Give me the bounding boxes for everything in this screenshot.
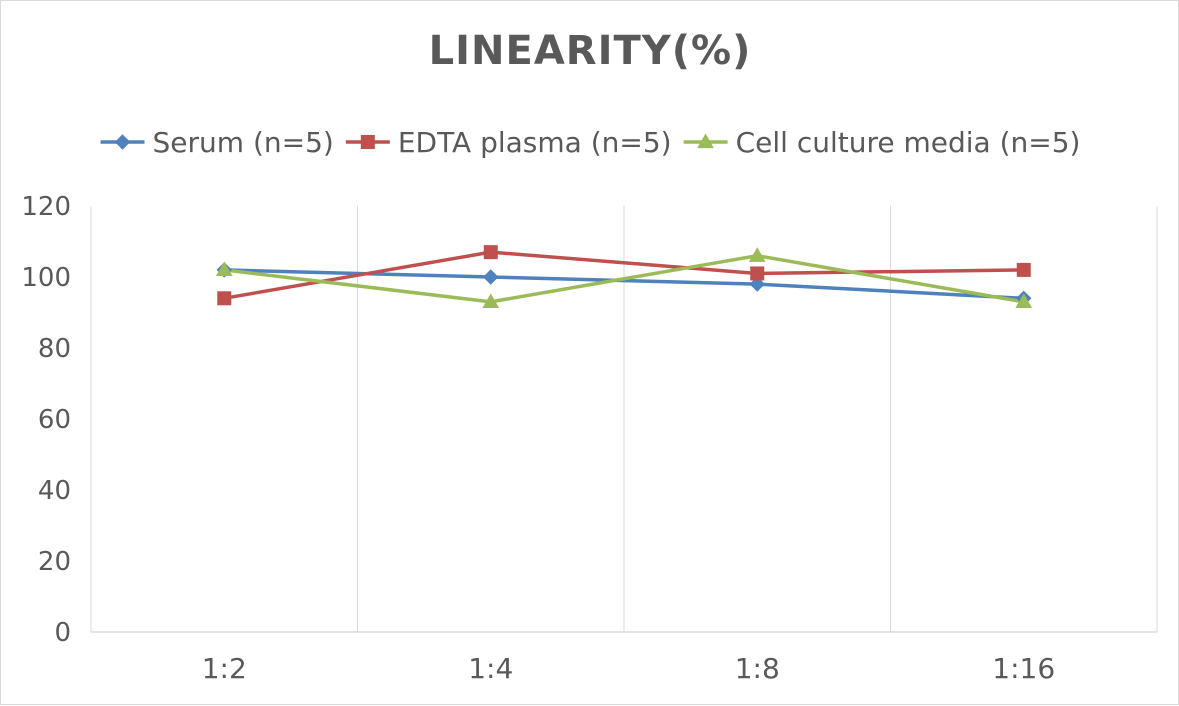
legend-label: EDTA plasma (n=5) (398, 126, 672, 159)
legend: Serum (n=5) EDTA plasma (n=5) Cell culture… (100, 126, 1081, 159)
data-point-cell-culture-media-n-5 (215, 261, 233, 277)
data-point-edta-plasma-n-5 (483, 245, 498, 260)
series-line-cell-culture-media-n-5 (224, 253, 1025, 304)
y-tick-label: 40 (38, 476, 71, 506)
x-tick-label: 1:4 (468, 652, 513, 685)
legend-marker (697, 133, 714, 149)
data-point-serum-n-5 (749, 276, 765, 292)
y-tick-label: 80 (38, 334, 71, 364)
legend-item-serum-n-5: Serum (n=5) (100, 126, 334, 159)
legend-label: Cell culture media (n=5) (736, 126, 1081, 159)
data-point-serum-n-5 (483, 269, 499, 285)
data-point-edta-plasma-n-5 (1016, 262, 1031, 277)
series-line-edta-plasma-n-5 (223, 250, 1024, 301)
x-tick-label: 1:8 (735, 652, 780, 685)
x-axis-ticks: 1:2 1:4 1:8 1:16 (202, 652, 1055, 685)
legend-label: Serum (n=5) (153, 126, 334, 159)
data-point-edta-plasma-n-5 (217, 291, 232, 306)
data-point-cell-culture-media-n-5 (482, 293, 500, 308)
data-point-cell-culture-media-n-5 (748, 247, 766, 262)
y-tick-label: 120 (21, 192, 71, 222)
legend-marker (360, 135, 375, 149)
y-tick-label: 100 (21, 263, 71, 293)
chart-title: LINEARITY(%) (429, 28, 752, 74)
x-tick-label: 1:2 (202, 652, 247, 685)
x-tick-label: 1:16 (992, 652, 1055, 685)
legend-item-edta-plasma-n-5: EDTA plasma (n=5) (345, 126, 672, 159)
y-tick-label: 0 (54, 618, 71, 648)
y-tick-label: 60 (38, 405, 71, 435)
y-axis-ticks: 0 20 40 60 80 100 120 (21, 192, 71, 648)
series-lines (223, 250, 1025, 304)
legend-item-cell-culture-media-n-5: Cell culture media (n=5) (683, 126, 1081, 159)
y-tick-label: 20 (38, 547, 71, 577)
data-point-edta-plasma-n-5 (750, 266, 765, 281)
series-markers (215, 245, 1033, 308)
legend-marker (114, 134, 131, 150)
data-point-cell-culture-media-n-5 (1015, 293, 1033, 308)
